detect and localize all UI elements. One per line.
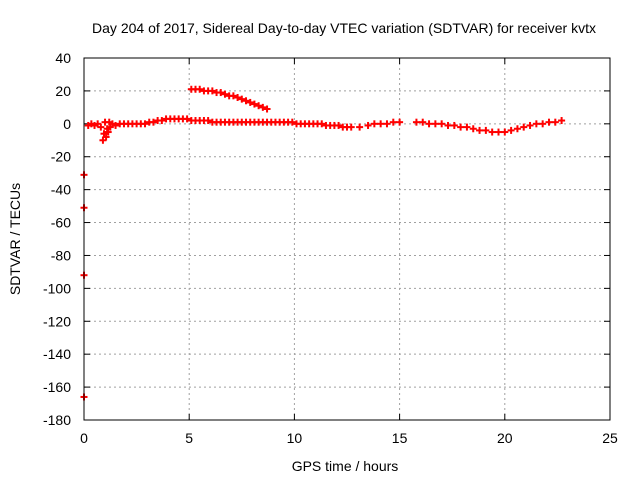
x-tick-label: 25 [602,430,618,446]
data-point [288,118,296,126]
data-point [347,123,355,131]
data-point [507,126,515,134]
y-tick-label: -100 [43,280,71,296]
data-point [431,120,439,128]
data-point [526,121,534,129]
data-point [112,121,120,129]
data-point [482,126,490,134]
data-point [141,120,149,128]
y-tick-label: -80 [51,247,71,263]
y-tick-label: -180 [43,412,71,428]
y-tick-label: -160 [43,379,71,395]
data-point [242,97,250,105]
data-point [158,117,166,125]
data-points [80,85,566,401]
data-point [545,118,553,126]
data-point [532,120,540,128]
data-point [501,128,509,136]
y-tick-label: -60 [51,215,71,231]
data-point [513,125,521,133]
y-tick-labels: 40 20 0 -20 -40 -60 -80 -100 -120 -140 -160 -180 [43,50,71,428]
x-axis-label: GPS time / hours [292,458,399,474]
x-tick-label: 5 [185,430,193,446]
data-point [370,120,378,128]
data-point [221,90,229,98]
y-tick-label: -120 [43,313,71,329]
data-point [476,126,484,134]
axis-ticks [83,57,611,421]
x-tick-label: 10 [287,430,303,446]
data-point [238,95,246,103]
data-point [204,117,212,125]
data-point [520,123,528,131]
data-point [259,103,267,111]
data-point [377,120,385,128]
data-point [488,128,496,136]
data-point [389,118,397,126]
y-tick-label: 40 [55,50,71,66]
data-point [234,93,242,101]
data-point [217,89,225,97]
data-point [102,133,110,141]
data-point [438,120,446,128]
data-point [263,105,271,113]
chart-title: Day 204 of 2017, Sidereal Day-to-day VTE… [92,20,596,36]
y-tick-label: 20 [55,83,71,99]
data-point [419,118,427,126]
series-1 [80,115,566,401]
data-point [318,120,326,128]
data-point [469,125,477,133]
grid-lines [84,58,610,420]
data-point [208,87,216,95]
data-point [97,123,105,131]
data-point [196,85,204,93]
y-tick-label: -140 [43,346,71,362]
y-tick-label: -20 [51,149,71,165]
data-point [364,121,372,129]
y-axis-label: SDTVAR / TECUs [7,183,23,295]
data-point [383,120,391,128]
data-point [149,118,157,126]
data-point [183,115,191,123]
data-point [396,118,404,126]
x-tick-label: 0 [80,430,88,446]
data-point [425,120,433,128]
data-point [412,118,420,126]
data-point [463,123,471,131]
data-point [255,102,263,110]
data-point [444,121,452,129]
data-point [494,128,502,136]
data-point [246,98,254,106]
y-tick-label: 0 [63,116,71,132]
data-point [558,117,566,125]
data-point [539,120,547,128]
x-tick-labels: 0 5 10 15 20 25 [80,430,618,446]
data-point [250,100,258,108]
plot-frame [83,57,611,421]
data-point [551,118,559,126]
data-point [229,92,237,100]
data-point [104,128,112,136]
data-point [335,121,343,129]
x-tick-label: 20 [497,430,513,446]
series-2 [187,85,271,113]
data-point [457,123,465,131]
data-point [356,123,364,131]
x-tick-label: 15 [392,430,408,446]
y-tick-label: -40 [51,182,71,198]
data-point [450,121,458,129]
